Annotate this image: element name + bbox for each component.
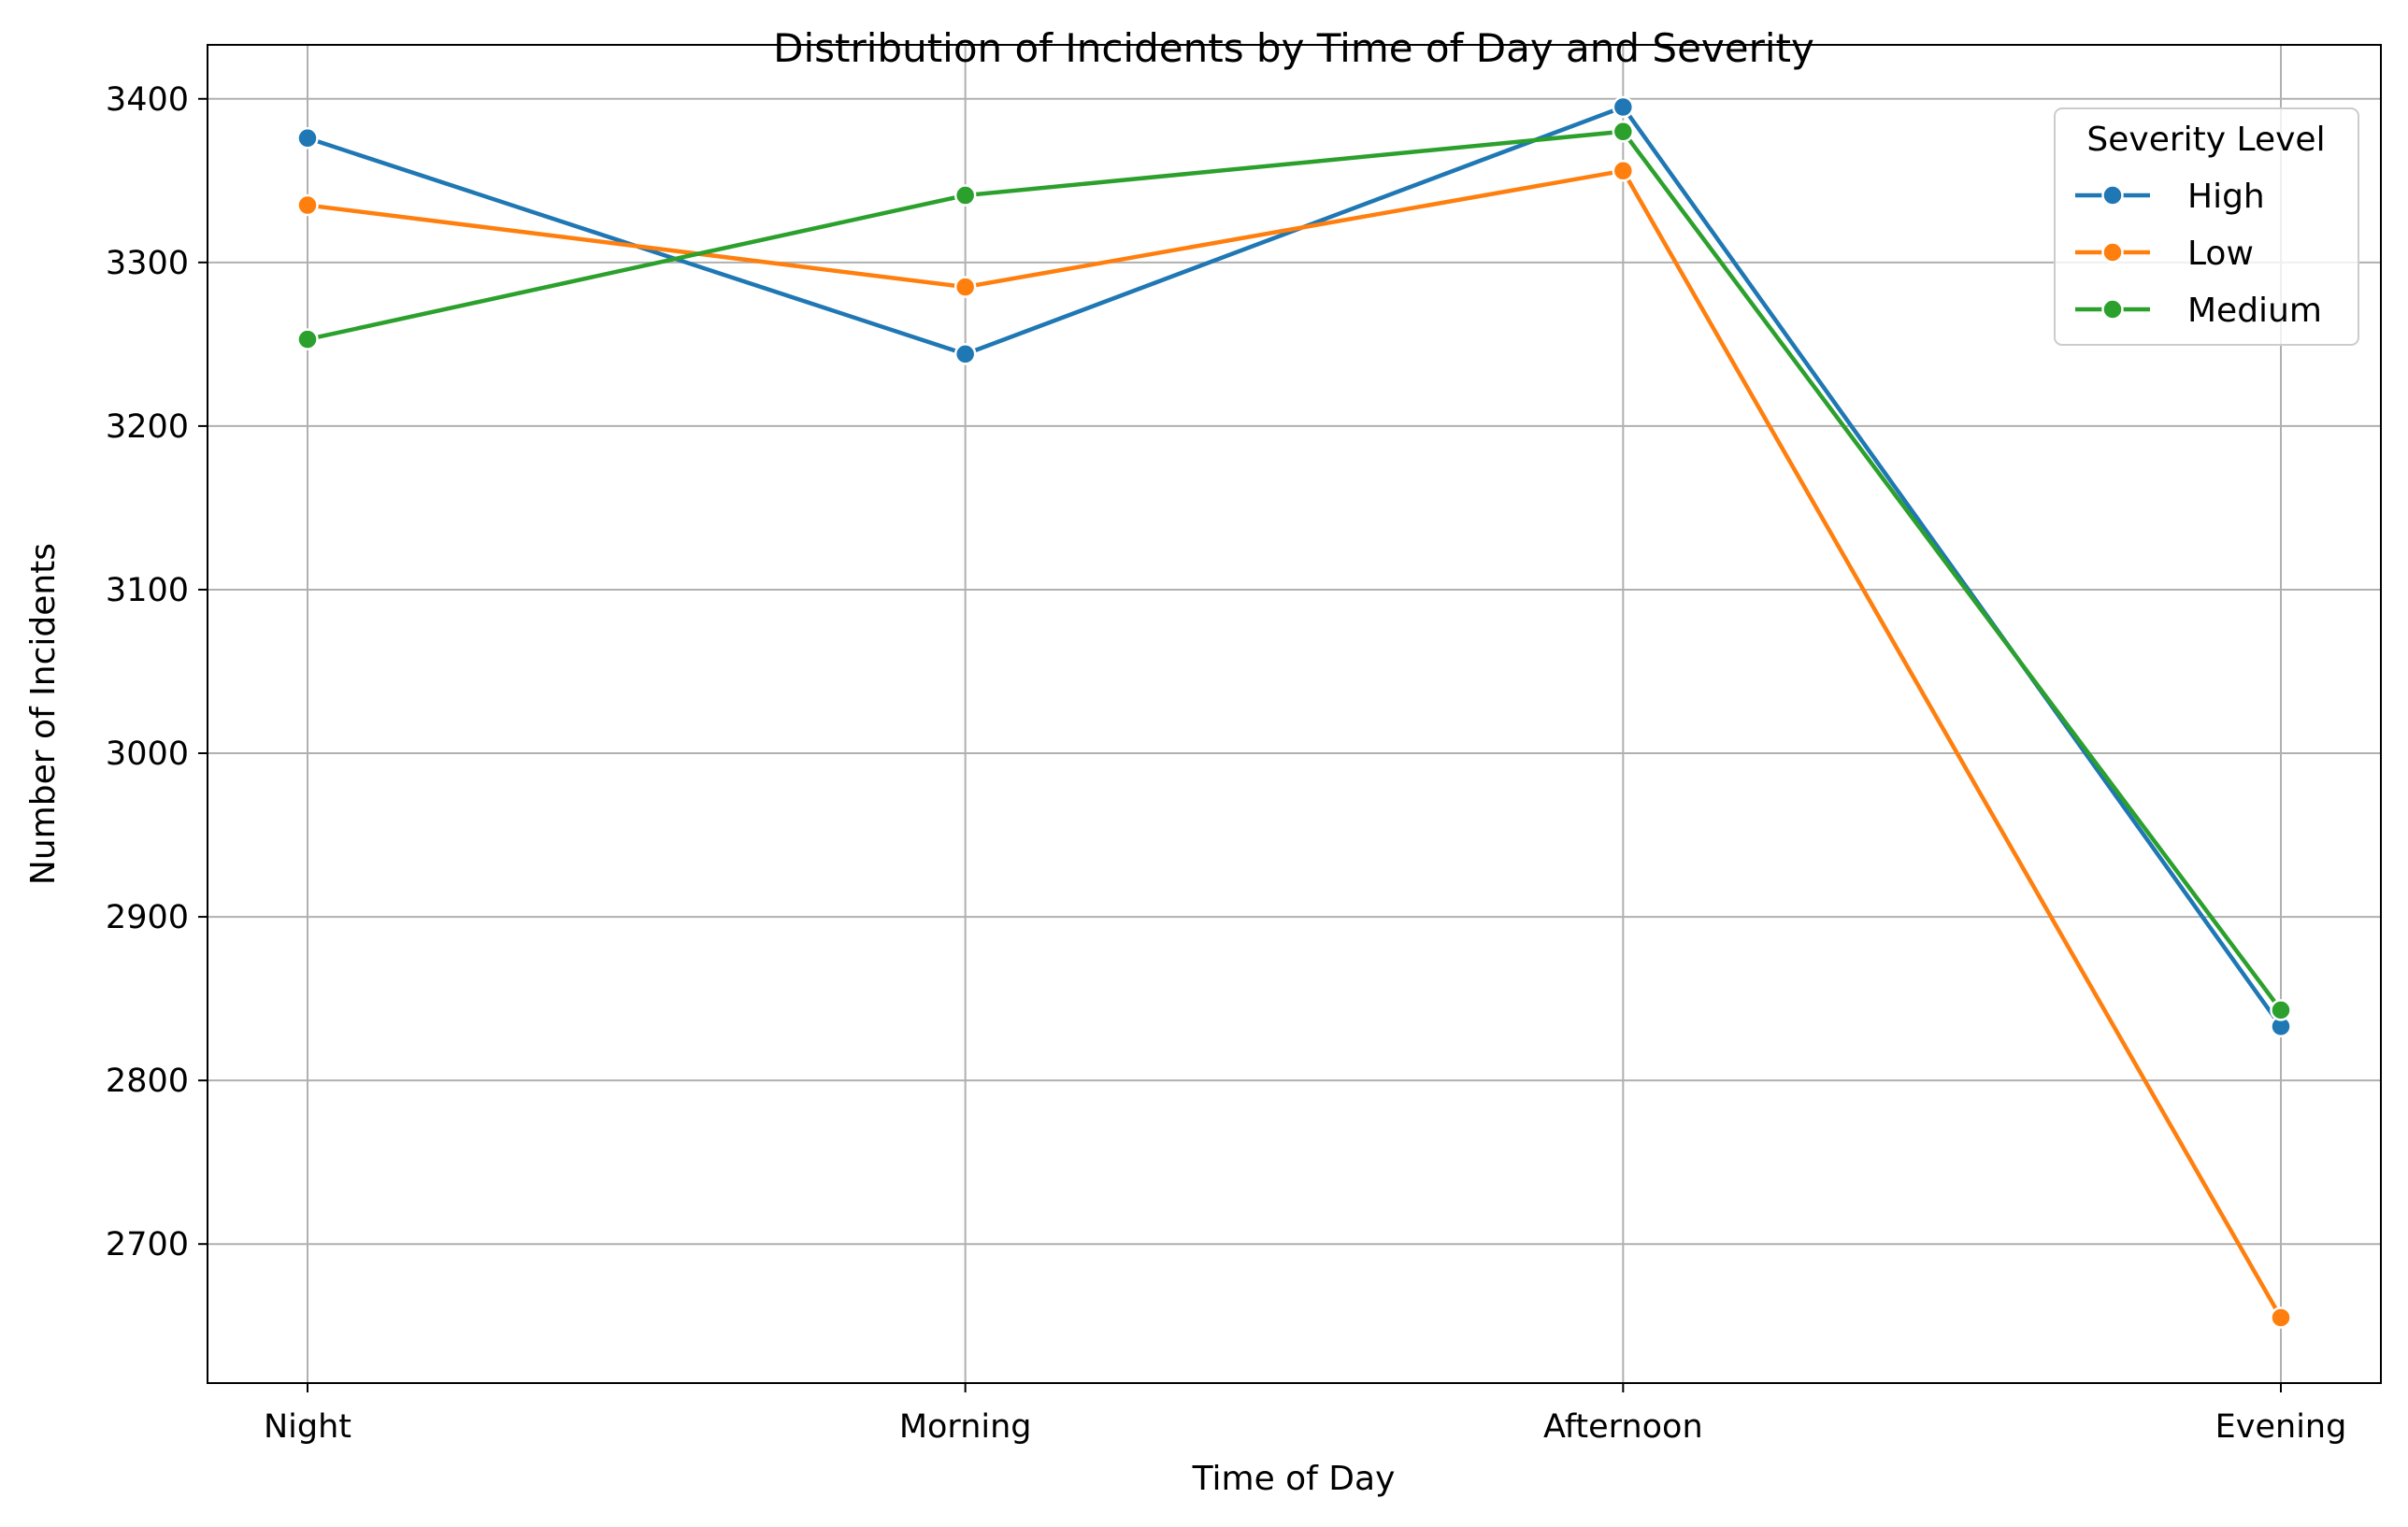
grid: [208, 45, 2381, 1383]
legend-marker-low: [2101, 241, 2124, 264]
data-point-low: [2270, 1306, 2292, 1329]
x-tick-label: Afternoon: [1543, 1408, 1703, 1446]
y-tick-label: 3400: [106, 81, 189, 119]
x-axis-label: Time of Day: [1192, 1460, 1396, 1498]
data-point-high: [296, 127, 319, 150]
y-tick-label: 3000: [106, 735, 189, 773]
y-tick-label: 3200: [106, 408, 189, 446]
x-tick-label: Night: [264, 1408, 351, 1446]
legend-box: [2054, 107, 2359, 346]
plot-frame: [207, 44, 2382, 1384]
data-point-low: [1612, 160, 1635, 182]
y-tick-label: 2700: [106, 1226, 189, 1263]
legend-label-high: High: [2187, 178, 2265, 216]
legend-title: Severity Level: [2086, 121, 2325, 159]
x-tick-label: Morning: [899, 1408, 1032, 1446]
data-point-high: [1612, 95, 1635, 119]
x-tick-label: Evening: [2215, 1408, 2347, 1446]
legend-items: High Low Medium: [2075, 178, 2322, 330]
series-line-high: [307, 105, 2283, 1028]
data-point-low: [296, 193, 319, 217]
series-line-medium: [307, 129, 2283, 1012]
series-lines: [296, 95, 2292, 1329]
y-tick-label: 2800: [106, 1063, 189, 1100]
chart-title: Distribution of Incidents by Time of Day…: [773, 25, 1814, 71]
legend-marker-medium: [2101, 298, 2124, 321]
data-point-medium: [2270, 999, 2292, 1021]
data-point-low: [953, 276, 977, 298]
y-tick-label: 3100: [106, 572, 189, 609]
y-tick-label: 3300: [106, 245, 189, 282]
data-point-medium: [953, 184, 977, 207]
legend: Severity Level High Low Medium: [2054, 107, 2359, 346]
series-line-low: [307, 168, 2283, 1320]
legend-marker-high: [2101, 184, 2124, 207]
data-point-medium: [1612, 121, 1635, 143]
axis-ticks: Night Morning Afternoon Evening 2700 2800 2900…: [106, 81, 2346, 1446]
y-tick-label: 2900: [106, 899, 189, 936]
legend-label-low: Low: [2187, 235, 2254, 273]
data-point-high: [953, 343, 977, 365]
y-axis-label: Number of Incidents: [24, 543, 63, 885]
legend-label-medium: Medium: [2187, 292, 2322, 330]
data-point-medium: [296, 328, 319, 350]
